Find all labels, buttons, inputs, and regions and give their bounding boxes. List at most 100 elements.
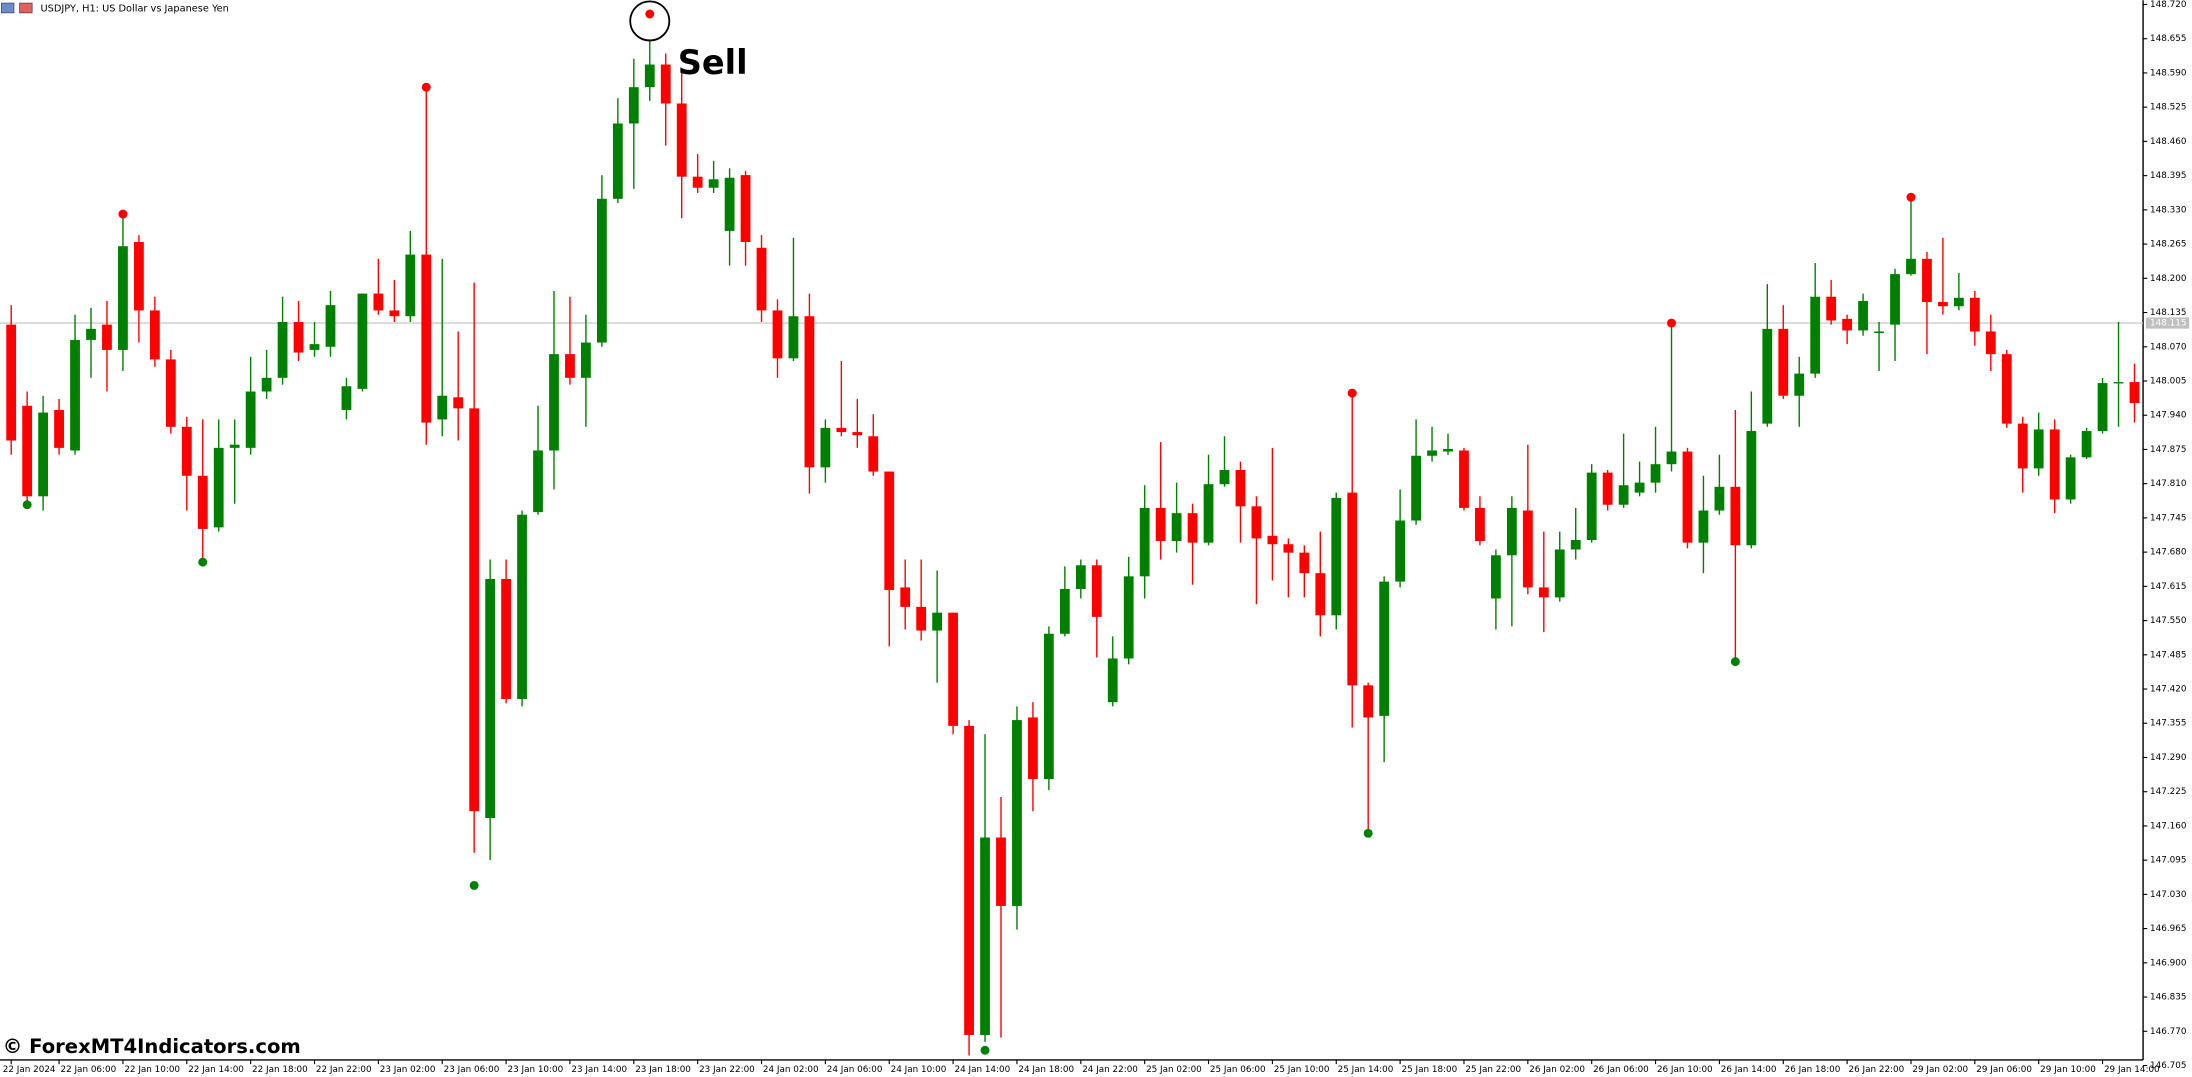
signal-dot: [980, 1045, 990, 1055]
y-tick-label: 148.395: [2150, 171, 2186, 181]
candle-body: [1634, 482, 1645, 493]
candle-body: [1251, 506, 1262, 539]
candle-body: [1554, 549, 1565, 598]
candle-body: [724, 177, 735, 231]
y-tick-label: 148.525: [2150, 103, 2186, 113]
x-tick-label: 26 Jan 10:00: [1657, 1065, 1713, 1075]
candle-body: [1395, 520, 1406, 582]
y-tick-label: 146.900: [2150, 958, 2187, 968]
candle-body: [1411, 455, 1421, 521]
candle-body: [2113, 382, 2124, 384]
candle-body: [149, 310, 160, 360]
candle-body: [197, 475, 208, 529]
y-tick-label: 147.030: [2150, 890, 2187, 900]
candle-body: [421, 254, 432, 423]
candle-body: [134, 241, 144, 311]
y-tick-label: 147.680: [2150, 548, 2187, 558]
candle-body: [2081, 431, 2092, 458]
y-tick-label: 147.550: [2150, 616, 2187, 626]
x-tick-label: 22 Jan 14:00: [188, 1065, 244, 1075]
candle-body: [549, 354, 559, 451]
x-tick-label: 22 Jan 18:00: [252, 1065, 308, 1075]
candle-body: [1155, 507, 1166, 542]
candle-body: [357, 293, 368, 389]
y-tick-label: 147.615: [2150, 582, 2186, 592]
candle-body: [1091, 565, 1102, 617]
candle-body: [852, 432, 863, 436]
candle-body: [1363, 685, 1374, 718]
candle-body: [868, 436, 879, 472]
candle-body: [836, 427, 847, 433]
y-tick-label: 147.745: [2150, 513, 2186, 523]
candle-body: [1107, 658, 1118, 703]
y-tick-label: 148.200: [2150, 274, 2187, 284]
candle-body: [1123, 576, 1134, 659]
y-tick-label: 147.290: [2150, 753, 2187, 763]
candle-body: [948, 612, 958, 726]
candle-body: [1826, 296, 1837, 321]
candle-body: [1012, 720, 1022, 906]
candle-body: [1890, 274, 1900, 325]
candle-body: [405, 254, 416, 317]
candle-body: [1762, 328, 1773, 424]
watermark: © ForexMT4Indicators.com: [3, 1035, 301, 1058]
candle-body: [1570, 540, 1581, 550]
x-tick-label: 22 Jan 2024: [3, 1065, 56, 1075]
candle-body: [501, 578, 511, 700]
candle-body: [996, 837, 1006, 906]
x-tick-label: 26 Jan 02:00: [1529, 1065, 1585, 1075]
candle-body: [2017, 423, 2028, 469]
candle-body: [341, 386, 352, 410]
candle-body: [581, 342, 591, 378]
candle-body: [692, 176, 703, 188]
candle-body: [708, 179, 719, 188]
x-tick-label: 23 Jan 18:00: [635, 1065, 691, 1075]
candle-body: [1491, 555, 1501, 599]
y-tick-label: 147.225: [2150, 787, 2186, 797]
signal-dot: [198, 557, 208, 567]
y-tick-label: 146.705: [2150, 1061, 2186, 1071]
signal-dot: [1730, 657, 1740, 667]
candle-body: [596, 198, 607, 343]
x-tick-label: 25 Jan 14:00: [1338, 1065, 1394, 1075]
candle-body: [1985, 331, 1996, 355]
candle-body: [1794, 373, 1805, 396]
candle-body: [181, 426, 192, 476]
x-tick-label: 25 Jan 18:00: [1402, 1065, 1458, 1075]
candle-body: [1043, 633, 1054, 780]
candle-body: [517, 514, 527, 700]
candle-body: [229, 444, 240, 448]
candle-body: [165, 359, 176, 427]
candle-body: [22, 405, 33, 497]
candle-body: [1969, 297, 1980, 332]
y-tick-label: 147.810: [2150, 479, 2187, 489]
y-tick-label: 147.485: [2150, 650, 2186, 660]
candle-body: [70, 339, 80, 451]
y-tick-label: 147.095: [2150, 856, 2186, 866]
chart-icon: [19, 2, 33, 14]
x-tick-label: 23 Jan 02:00: [380, 1065, 436, 1075]
candle-body: [1746, 431, 1757, 546]
candle-body: [2001, 354, 2012, 424]
candle-body: [1953, 297, 1964, 307]
candle-body: [1059, 588, 1070, 634]
signal-dot: [469, 880, 479, 890]
candle-body: [1906, 258, 1916, 275]
candle-body: [1028, 717, 1038, 780]
candle-body: [804, 316, 815, 468]
candle-body: [1874, 331, 1884, 334]
candle-body: [788, 316, 799, 359]
x-tick-label: 24 Jan 06:00: [827, 1065, 883, 1075]
signal-dot: [421, 82, 431, 92]
price-tag: [2145, 317, 2190, 329]
candle-body: [1299, 552, 1310, 574]
candle-body: [740, 175, 751, 242]
candle-body: [1858, 300, 1868, 331]
candle-body: [628, 87, 639, 124]
signal-dot: [1363, 828, 1373, 838]
annotation: Sell: [678, 43, 748, 82]
x-tick-label: 29 Jan 14:00: [2104, 1065, 2160, 1075]
candle-body: [309, 344, 320, 350]
candle-body: [1459, 450, 1469, 508]
